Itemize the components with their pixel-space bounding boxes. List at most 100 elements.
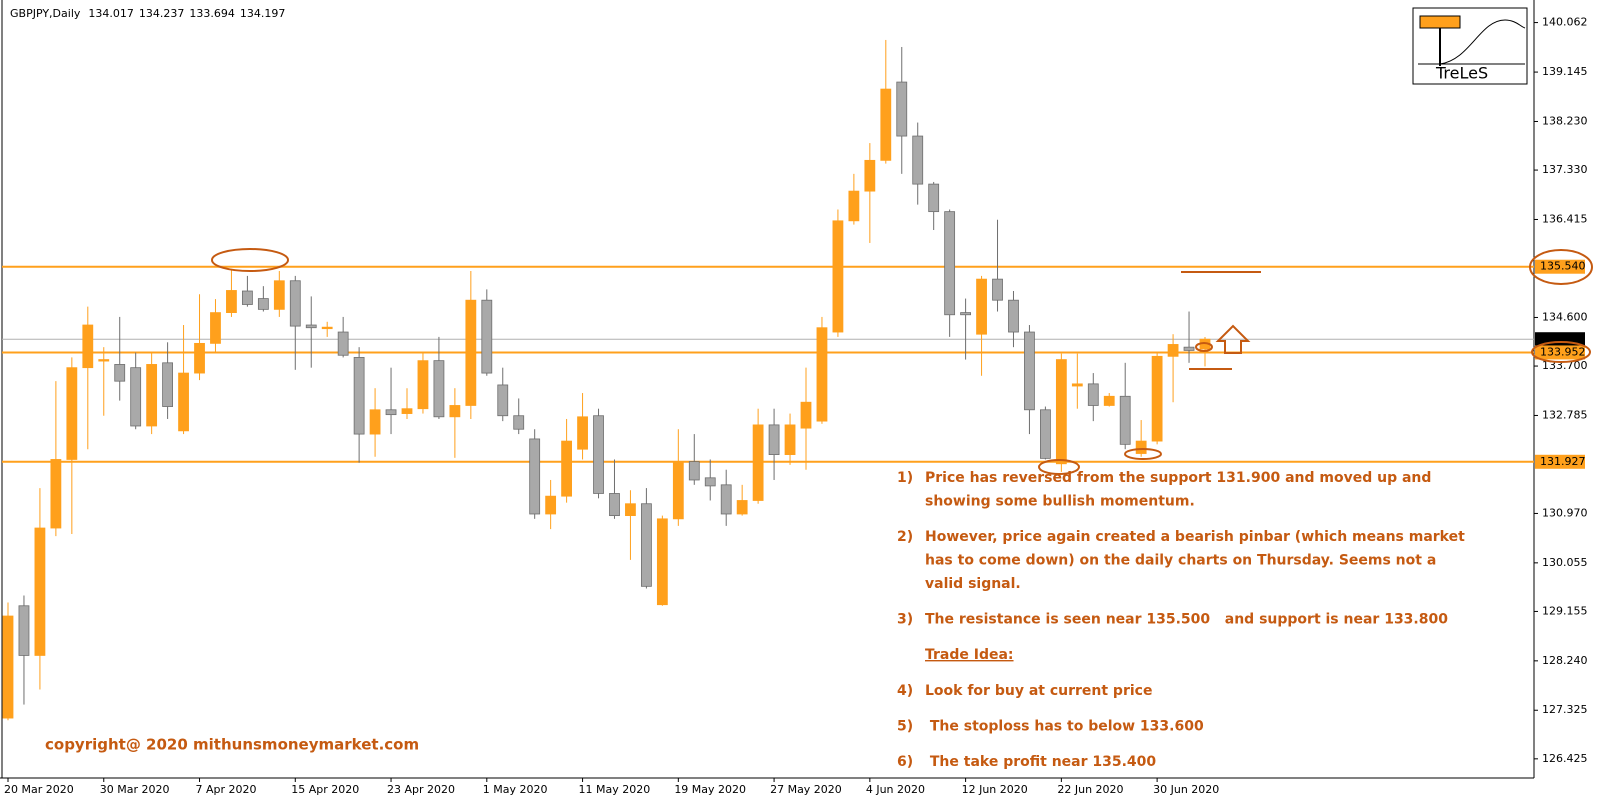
y-tick-label: 136.415: [1542, 212, 1588, 225]
ellipse: [1529, 249, 1593, 285]
notes: 1) Price has reversed from the support 13…: [897, 470, 1465, 770]
x-tick-label: 11 May 2020: [579, 783, 651, 796]
candle-body: [289, 280, 301, 327]
y-tick-label: 130.970: [1542, 506, 1588, 519]
candle-body: [114, 364, 126, 382]
candle-body: [752, 424, 764, 501]
candle-body: [257, 298, 269, 310]
x-tick-label: 30 Mar 2020: [100, 783, 170, 796]
plot: 140.062 139.145 138.230 137.330 136.415 134.6…: [2, 16, 1588, 796]
candle-body: [385, 409, 397, 416]
candle-body: [194, 342, 205, 374]
candle-body: [305, 324, 317, 329]
candle-body: [34, 527, 46, 656]
note-number: 6): [897, 754, 913, 770]
y-tick-label: 126.425: [1542, 752, 1588, 765]
x-tick-label: 1 May 2020: [483, 783, 548, 796]
candle-body: [688, 461, 700, 481]
candle-body: [720, 484, 732, 515]
candle-body: [864, 159, 876, 192]
candle-body: [848, 190, 860, 222]
up-arrow: [1215, 324, 1251, 354]
last-high: 134.237: [139, 7, 185, 20]
candle-body: [1055, 359, 1067, 465]
y-tick-label: 139.145: [1542, 65, 1588, 78]
last-open: 134.017: [88, 7, 134, 20]
candle-body: [321, 326, 333, 330]
note-line: showing some bullish momentum.: [925, 494, 1195, 510]
candle-body: [672, 461, 684, 520]
candle-body: [401, 408, 413, 414]
candle-body: [656, 518, 668, 606]
candle-body: [912, 135, 924, 185]
candle-body: [641, 503, 652, 587]
y-tick-label: 137.330: [1542, 163, 1588, 176]
candle-body: [529, 438, 541, 515]
note-line: valid signal.: [925, 576, 1021, 592]
candle-body: [98, 359, 110, 362]
logo: TreLeS: [1412, 7, 1528, 85]
candle-body: [273, 280, 285, 310]
candle-body: [497, 384, 509, 417]
note-number: 2): [897, 529, 913, 545]
candle-body: [130, 367, 142, 427]
candle-body: [18, 605, 30, 656]
candle-body: [1008, 299, 1019, 333]
candle-body: [369, 409, 381, 435]
x-tick-label: 30 Jun 2020: [1153, 783, 1219, 796]
note-heading: Trade Idea:: [925, 647, 1014, 663]
level-label-box: [1535, 454, 1585, 469]
x-tick-label: 22 Jun 2020: [1057, 783, 1123, 796]
candle-body: [417, 360, 429, 410]
y-tick-label: 127.325: [1542, 703, 1588, 716]
candle-body: [992, 278, 1003, 301]
candle-body: [1071, 383, 1083, 387]
y-tick-label: 128.240: [1542, 654, 1588, 667]
candle-body: [609, 493, 620, 517]
candle-body: [66, 367, 78, 460]
candle-body: [50, 459, 62, 529]
candle-body: [704, 477, 716, 487]
ellipse: [211, 248, 289, 272]
candle-body: [241, 290, 253, 305]
candle-body: [1167, 344, 1179, 357]
candle-body: [353, 357, 365, 435]
candle-body: [593, 415, 604, 494]
x-tick-label: 15 Apr 2020: [291, 783, 359, 796]
x-tick-label: 7 Apr 2020: [196, 783, 257, 796]
candle-body: [928, 183, 940, 213]
copyright: copyright@ 2020 mithunsmoneymarket.com: [45, 736, 419, 754]
symbol: GBPJPY,Daily: [10, 7, 81, 20]
candle-body: [178, 372, 189, 432]
x-tick-label: 23 Apr 2020: [387, 783, 455, 796]
candle-body: [800, 401, 812, 429]
last-low: 133.694: [189, 7, 235, 20]
candle-body: [465, 299, 477, 406]
candle-body: [337, 331, 349, 356]
note-line: Price has reversed from the support 131.…: [925, 470, 1431, 486]
x-tick-label: 27 May 2020: [770, 783, 842, 796]
x-tick-label: 12 Jun 2020: [962, 783, 1028, 796]
last-close: 134.197: [240, 7, 286, 20]
level-label-box: [1535, 345, 1585, 360]
level-label: 135.540: [1540, 260, 1586, 273]
y-tick-label: 132.785: [1542, 408, 1588, 421]
drawings: [211, 248, 1593, 475]
x-tick-label: 19 May 2020: [674, 783, 746, 796]
candle-body: [1024, 331, 1035, 411]
candle-body: [944, 211, 956, 316]
ellipse: [1124, 448, 1162, 460]
candle-body: [976, 278, 987, 335]
candle-body: [880, 88, 892, 161]
candle-body: [1103, 395, 1115, 406]
candle-body: [768, 424, 780, 455]
candle-body: [816, 327, 828, 422]
header: GBPJPY,Daily 134.017 134.237 133.694 134.197: [10, 7, 285, 20]
candle-body: [960, 312, 971, 316]
candle-body: [736, 500, 748, 515]
x-tick-label: 4 Jun 2020: [866, 783, 925, 796]
candle-body: [1087, 383, 1099, 406]
candle-body: [1151, 355, 1163, 442]
